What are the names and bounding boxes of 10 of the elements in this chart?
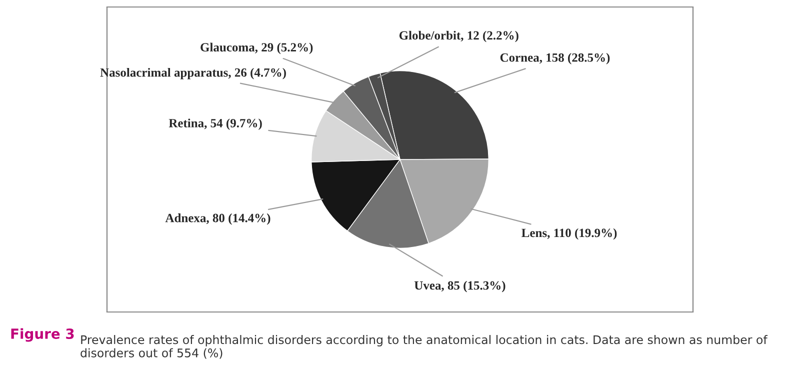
text: Prevalence rates of ophthalmic disorders according to the anatomical location in cats. Data are shown as number of disorders out of 554 (%)	[80, 335, 768, 359]
slice-label: Retina, 54 (9.7%)	[168, 118, 262, 130]
slice-label: Globe/orbit, 12 (2.2%)	[399, 30, 518, 42]
caption: Figure 3	[11, 328, 74, 342]
slice-label: Lens, 110 (19.9%)	[522, 228, 617, 240]
slice-label: Glaucoma, 29 (5.2%)	[200, 42, 313, 54]
slice-label: Uvea, 85 (15.3%)	[414, 280, 506, 292]
slice-label: Nasolacrimal apparatus, 26 (4.7%)	[100, 68, 286, 80]
slice-label: Adnexa, 80 (14.4%)	[165, 213, 270, 225]
slice-label: Cornea, 158 (28.5%)	[500, 52, 610, 64]
